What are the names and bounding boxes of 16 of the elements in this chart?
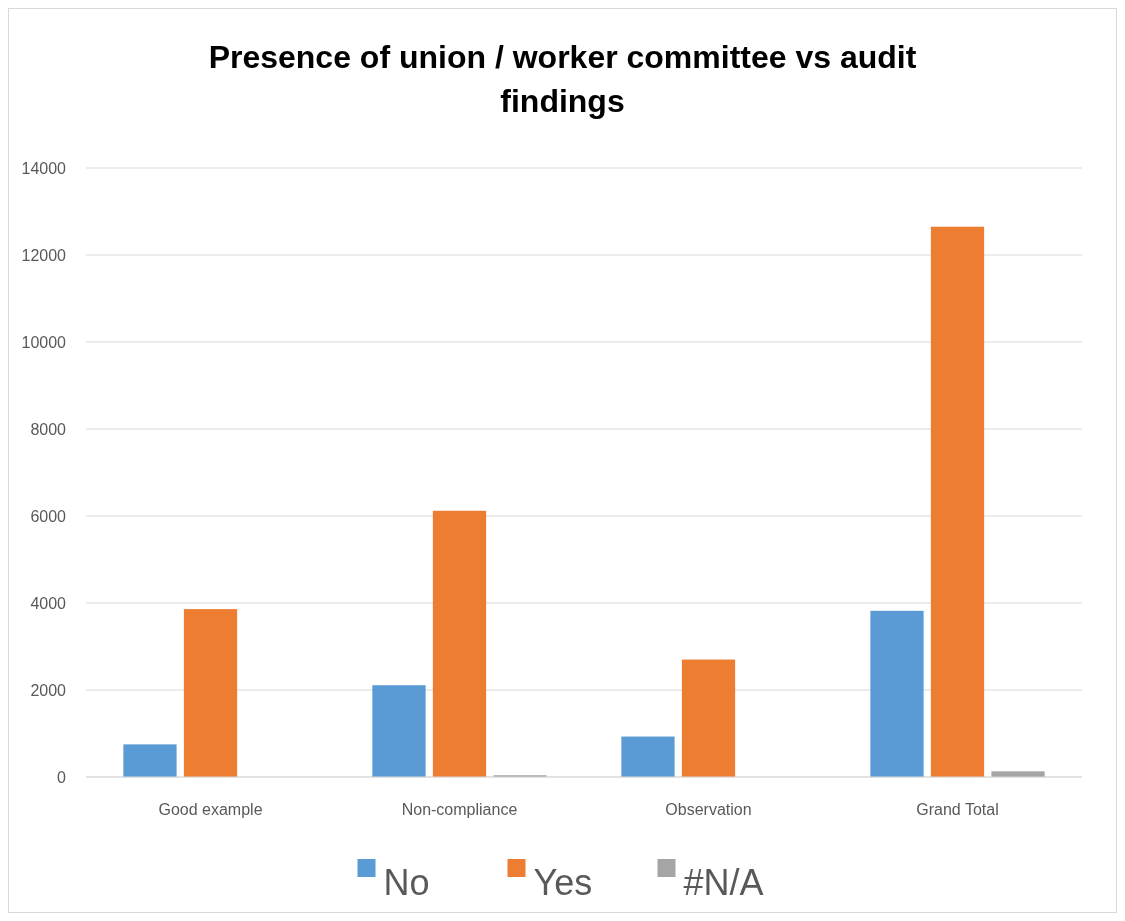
y-tick-label: 0 — [57, 768, 67, 786]
x-tick-label: Non-compliance — [401, 801, 518, 818]
y-tick-label: 8000 — [30, 420, 67, 438]
x-tick-label: Grand Total — [916, 801, 999, 818]
y-tick-label: 2000 — [30, 681, 67, 699]
legend-label: No — [383, 862, 430, 903]
y-tick-label: 12000 — [21, 246, 67, 264]
y-tick-label: 6000 — [30, 507, 67, 525]
y-tick-label: 14000 — [21, 159, 67, 177]
legend-label: Yes — [533, 862, 593, 903]
x-tick-label: Good example — [158, 801, 263, 818]
chart-title: Presence of union / worker committee vs audit findings — [208, 39, 917, 119]
y-tick-label: 4000 — [30, 594, 67, 612]
legend-label: #N/A — [683, 862, 764, 903]
x-tick-label: Observation — [665, 801, 752, 818]
y-tick-label: 10000 — [21, 333, 67, 351]
